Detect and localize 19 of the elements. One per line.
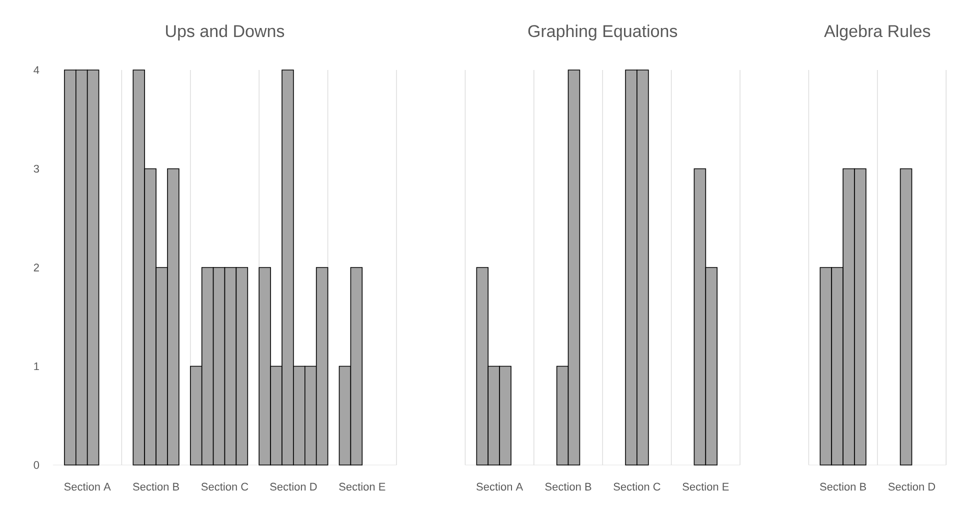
x-tick-label: Section E bbox=[339, 482, 386, 491]
y-tick-label: 1 bbox=[34, 362, 39, 370]
x-tick-label: Section B bbox=[133, 482, 179, 491]
chart-title: Algebra Rules bbox=[824, 24, 930, 41]
y-tick-label: 3 bbox=[34, 164, 40, 173]
x-tick-label: Section D bbox=[270, 482, 317, 491]
x-tick-label: Section D bbox=[888, 482, 936, 491]
chart-title: Ups and Downs bbox=[166, 24, 284, 41]
y-tick-label: 2 bbox=[34, 264, 39, 272]
chart-title: Graphing Equations bbox=[528, 24, 678, 41]
x-tick-label: Section A bbox=[476, 482, 524, 491]
y-tick-label: 4 bbox=[34, 66, 40, 74]
x-tick-label: Section B bbox=[545, 482, 592, 491]
x-tick-label: Section C bbox=[614, 482, 660, 491]
y-tick-label: 0 bbox=[34, 461, 40, 469]
x-tick-label: Section C bbox=[201, 482, 248, 491]
x-tick-label: Section E bbox=[682, 482, 729, 491]
x-tick-label: Section A bbox=[64, 482, 111, 491]
x-tick-label: Section B bbox=[820, 482, 866, 491]
